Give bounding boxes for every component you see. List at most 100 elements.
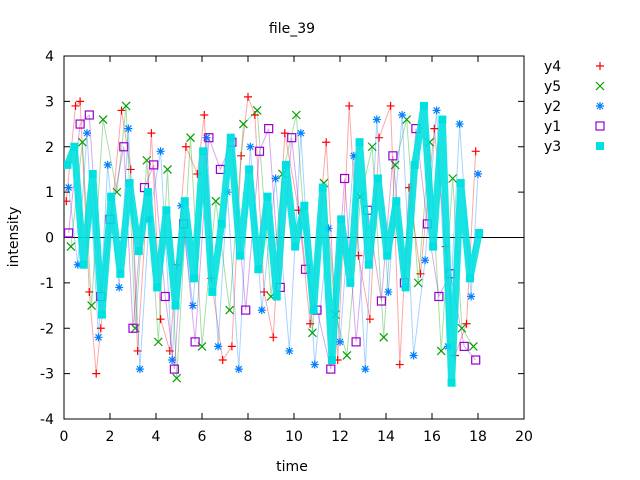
data-point-y4 [395,360,404,369]
data-point-y2 [257,306,266,315]
data-point-y3 [272,292,281,301]
data-point-y2 [64,183,73,192]
data-point-y4 [322,138,331,147]
data-point-y2 [135,365,144,374]
x-tick-label: 12 [331,429,349,445]
data-point-y2 [398,110,407,119]
data-point-y4 [200,110,209,119]
data-point-y1 [160,291,170,302]
data-point-y1 [388,151,398,161]
data-point-y5 [153,337,163,347]
data-point-y1 [119,142,129,152]
series-y2 [64,106,482,374]
data-point-y3 [281,160,290,169]
legend-marker-y3 [596,142,604,150]
data-point-y2 [234,365,243,374]
data-point-y5 [172,373,182,383]
x-tick-label: 2 [106,429,115,445]
data-point-y4 [462,319,471,328]
y-tick-label: 2 [45,140,54,156]
data-point-y2 [310,360,319,369]
y-tick-label: 0 [45,231,54,247]
data-point-y5 [87,301,97,310]
data-point-y2 [115,283,124,292]
data-point-y5 [379,332,389,342]
data-point-y2 [124,124,133,133]
legend-marker-y5 [595,81,605,91]
data-point-y2 [336,337,344,346]
data-point-y4 [71,101,80,110]
data-point-y3 [134,247,143,256]
data-point-y5 [121,101,131,111]
data-point-y4 [269,333,278,342]
legend-label: y4 [544,59,561,75]
data-point-y1 [84,110,94,120]
data-point-y2 [467,292,476,301]
data-point-y3 [263,192,272,201]
legend-label: y1 [544,119,561,135]
data-point-y4 [96,324,105,333]
data-point-y3 [180,197,189,206]
data-point-y4 [354,251,363,260]
data-point-y3 [199,147,208,156]
data-point-y3 [125,179,134,188]
x-tick-label: 16 [423,429,441,445]
data-point-y3 [383,251,392,260]
data-marks [64,92,484,387]
data-point-y4 [64,197,71,206]
data-point-y3 [300,201,309,210]
data-point-y5 [238,119,248,129]
legend-marker-y4 [596,62,604,70]
data-point-y2 [271,174,280,183]
data-point-y5 [457,323,467,333]
x-tick-label: 6 [198,429,207,445]
data-point-y4 [181,142,190,151]
data-point-y3 [465,274,474,283]
data-point-y4 [147,129,156,138]
data-point-y4 [133,346,142,355]
data-point-y1 [434,291,444,302]
data-point-y4 [165,346,174,355]
data-point-y4 [416,269,425,278]
x-tick-label: 18 [469,429,487,445]
data-point-y5 [252,106,262,115]
data-point-y3 [392,197,401,206]
data-point-y3 [401,283,410,292]
data-point-y1 [459,341,469,351]
y-tick-label: 3 [45,94,54,110]
data-point-y2 [455,120,464,129]
data-point-y3 [346,278,355,287]
data-point-y5 [66,242,76,251]
data-point-y2 [285,346,294,355]
data-point-y1 [169,364,179,374]
data-point-y3 [410,160,419,169]
data-point-y4 [126,165,135,174]
data-point-y4 [244,92,252,101]
data-point-y3 [456,179,465,188]
data-point-y3 [318,183,327,192]
y-tick-label: -1 [40,276,54,292]
data-point-y3 [217,219,226,228]
y-tick-label: 4 [45,49,54,65]
data-point-y1 [471,355,481,365]
data-point-y5 [98,115,108,124]
data-point-y4 [365,315,374,324]
data-point-y4 [430,124,439,133]
data-point-y1 [75,119,85,129]
x-tick-label: 0 [60,429,69,445]
data-point-y2 [156,147,165,156]
data-point-y1 [241,305,251,315]
data-point-y3 [116,269,125,278]
series-trace-y4 [65,96,477,374]
x-axis-label: time [276,459,308,475]
data-point-y5 [413,278,423,288]
data-point-y5 [130,323,140,333]
data-point-y3 [235,251,244,260]
data-point-y2 [421,256,430,265]
legend-marker-y2 [596,102,604,110]
data-point-y1 [254,146,265,156]
data-point-y2 [432,106,441,115]
data-point-y3 [245,165,254,174]
data-point-y3 [153,283,162,292]
